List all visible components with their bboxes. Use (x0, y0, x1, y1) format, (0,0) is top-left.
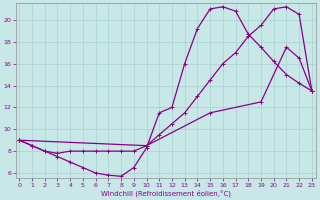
X-axis label: Windchill (Refroidissement éolien,°C): Windchill (Refroidissement éolien,°C) (100, 189, 231, 197)
